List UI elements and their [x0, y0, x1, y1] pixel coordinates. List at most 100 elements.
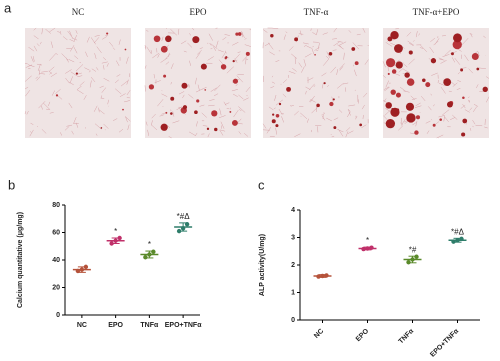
- nodule: [408, 50, 413, 55]
- fiber: [66, 124, 73, 127]
- fiber: [221, 51, 226, 59]
- fiber: [278, 108, 283, 115]
- y-axis-label: ALP activity(U/mg): [259, 234, 266, 296]
- fiber: [102, 57, 107, 61]
- fiber: [384, 109, 392, 116]
- nodule: [387, 72, 390, 75]
- fiber: [30, 122, 34, 125]
- fiber: [268, 106, 274, 111]
- fiber: [189, 33, 191, 36]
- nodule: [170, 112, 173, 115]
- nodule: [430, 58, 437, 64]
- fiber: [77, 75, 83, 77]
- x-tick-label: NC: [313, 328, 325, 340]
- fiber: [109, 41, 114, 47]
- fiber: [157, 99, 164, 107]
- micrograph: [25, 28, 131, 138]
- fiber: [24, 111, 27, 115]
- fiber: [281, 116, 285, 123]
- fiber: [327, 85, 329, 87]
- fiber: [271, 75, 274, 78]
- nodule: [482, 86, 488, 92]
- fiber: [332, 38, 338, 40]
- fiber: [76, 85, 82, 90]
- fiber: [95, 133, 98, 136]
- fiber: [292, 68, 297, 72]
- fiber: [60, 132, 62, 136]
- fiber: [452, 82, 458, 87]
- fiber: [418, 33, 420, 36]
- image-caption: TNF-α: [304, 7, 329, 17]
- fiber: [86, 36, 90, 43]
- fiber: [218, 115, 226, 119]
- fiber: [35, 76, 38, 79]
- fiber: [468, 68, 474, 74]
- fiber: [326, 51, 330, 58]
- nodule: [270, 34, 274, 38]
- fiber: [311, 47, 315, 55]
- nodule: [439, 118, 442, 121]
- fiber: [325, 55, 330, 60]
- fiber: [347, 111, 351, 118]
- fiber: [239, 109, 242, 112]
- fiber: [436, 134, 444, 139]
- nodule: [206, 127, 210, 130]
- fiber: [302, 42, 309, 45]
- fiber: [434, 121, 440, 126]
- fiber: [118, 39, 121, 45]
- fiber: [345, 131, 349, 138]
- fiber: [107, 99, 109, 105]
- fiber: [425, 120, 431, 124]
- fiber: [400, 122, 404, 126]
- fiber: [232, 41, 239, 46]
- fiber: [50, 72, 58, 77]
- fiber: [180, 40, 187, 45]
- fiber: [415, 102, 421, 107]
- fiber: [345, 127, 351, 132]
- fiber: [313, 85, 316, 88]
- fiber: [76, 89, 84, 95]
- fiber: [434, 38, 440, 45]
- fiber: [343, 52, 345, 60]
- nodule: [124, 48, 127, 51]
- fiber: [207, 56, 214, 61]
- nodule: [182, 105, 188, 110]
- fiber: [362, 114, 364, 119]
- nodule: [387, 36, 393, 42]
- fiber: [70, 45, 75, 52]
- fiber: [316, 29, 319, 35]
- fiber: [440, 86, 446, 94]
- fiber: [408, 42, 414, 46]
- fiber: [403, 120, 408, 123]
- nodule: [286, 86, 291, 92]
- fiber: [99, 85, 104, 88]
- fiber: [283, 34, 286, 40]
- fiber: [311, 107, 318, 114]
- fiber: [465, 122, 467, 125]
- fiber: [303, 59, 307, 67]
- fiber: [57, 95, 63, 100]
- nodule: [235, 32, 239, 36]
- fiber: [39, 73, 46, 75]
- image-caption: EPO: [189, 7, 207, 17]
- fiber: [235, 83, 238, 87]
- x-tick-label: TNFα: [398, 327, 416, 345]
- nodule: [415, 115, 421, 120]
- fiber: [145, 121, 148, 126]
- fiber: [41, 129, 47, 134]
- fiber: [33, 35, 39, 40]
- fiber: [337, 82, 344, 89]
- fiber: [364, 59, 369, 65]
- fiber: [102, 36, 108, 40]
- fiber: [323, 112, 325, 115]
- fiber: [62, 36, 68, 41]
- fiber: [195, 88, 203, 93]
- fiber: [326, 117, 333, 122]
- fiber: [483, 35, 486, 39]
- nodule: [328, 52, 333, 56]
- fiber: [456, 87, 461, 90]
- fiber: [209, 42, 212, 46]
- fiber: [172, 120, 180, 124]
- nodule: [406, 78, 415, 86]
- fiber: [408, 58, 415, 65]
